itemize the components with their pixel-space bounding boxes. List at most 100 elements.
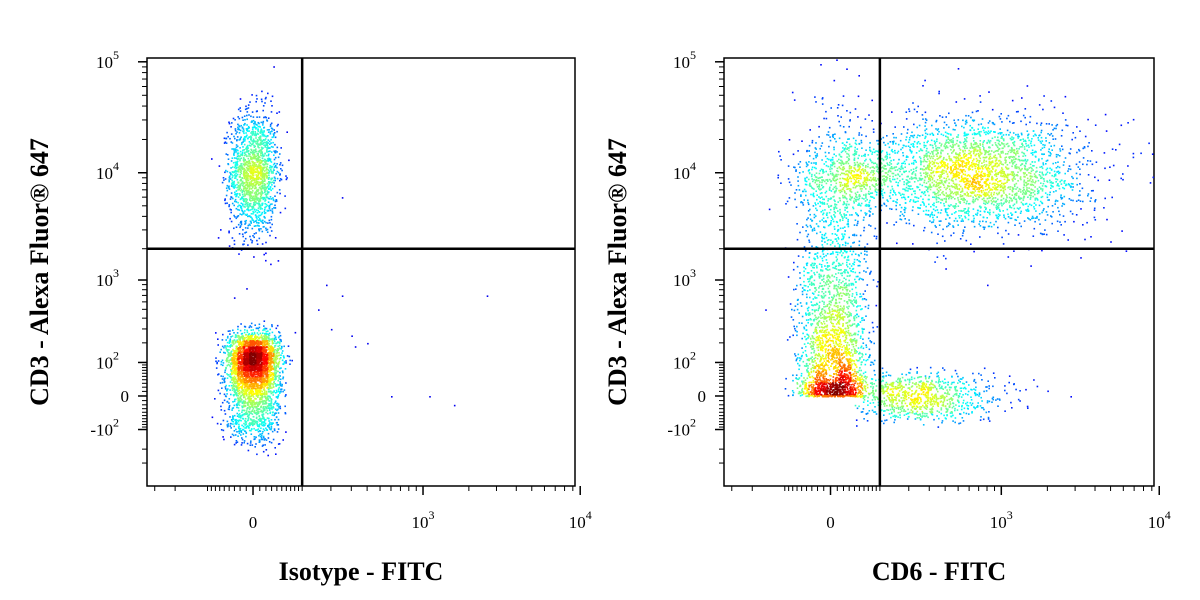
data-point	[255, 407, 257, 409]
data-point	[250, 145, 252, 147]
data-point	[237, 328, 239, 331]
data-point	[287, 345, 290, 347]
data-point	[246, 155, 248, 157]
data-point	[249, 379, 251, 382]
data-point	[241, 385, 244, 387]
data-point	[256, 139, 259, 141]
data-point	[242, 199, 244, 201]
data-point	[248, 423, 250, 425]
data-point	[259, 131, 261, 134]
data-point	[266, 387, 268, 389]
data-point	[254, 150, 257, 153]
data-point	[234, 355, 237, 358]
data-point	[236, 163, 239, 166]
data-point	[270, 372, 273, 374]
data-point	[257, 125, 260, 128]
data-point	[268, 339, 271, 341]
data-point	[230, 211, 232, 214]
data-point	[268, 198, 271, 200]
data-point	[264, 419, 266, 422]
data-point	[243, 193, 246, 195]
data-point	[234, 166, 236, 169]
data-point	[271, 423, 273, 425]
data-point	[245, 160, 248, 163]
data-point	[246, 213, 248, 216]
data-point	[239, 150, 242, 153]
data-point	[276, 431, 279, 433]
data-point	[276, 409, 278, 412]
data-point	[222, 333, 224, 336]
data-point	[237, 340, 239, 343]
data-point	[222, 375, 224, 378]
data-point	[276, 342, 279, 344]
data-point	[256, 224, 259, 227]
data-point	[279, 179, 281, 182]
data-point	[235, 423, 238, 425]
data-point	[272, 146, 274, 148]
data-point	[244, 401, 246, 403]
data-point	[258, 425, 261, 428]
data-point	[240, 350, 242, 353]
data-point	[270, 347, 272, 350]
data-point	[239, 171, 242, 173]
data-point	[223, 179, 225, 181]
data-point	[270, 111, 273, 113]
data-point	[233, 356, 236, 359]
data-point	[246, 134, 248, 137]
data-point	[253, 377, 255, 379]
data-point	[253, 162, 255, 164]
data-point	[233, 378, 236, 381]
data-point	[261, 90, 263, 93]
data-point	[261, 176, 263, 178]
data-point	[247, 125, 250, 128]
data-point	[256, 165, 259, 167]
data-point	[261, 190, 263, 193]
data-point	[272, 384, 274, 386]
data-point	[256, 429, 258, 431]
data-point	[216, 422, 219, 425]
data-point	[253, 438, 255, 441]
data-point	[238, 388, 240, 390]
data-point	[254, 339, 257, 341]
data-point	[249, 395, 251, 398]
data-point	[254, 420, 257, 422]
data-point	[271, 422, 273, 424]
data-point	[216, 362, 218, 365]
data-point	[277, 156, 280, 159]
data-point	[259, 204, 261, 206]
data-point	[267, 184, 270, 187]
data-point	[256, 161, 258, 163]
data-point	[252, 373, 254, 375]
data-point	[264, 170, 266, 172]
data-point	[240, 434, 242, 436]
data-point	[234, 216, 236, 218]
data-point	[254, 387, 257, 390]
data-point	[253, 198, 255, 201]
data-point	[242, 341, 245, 343]
data-point	[264, 385, 266, 388]
data-point	[237, 435, 239, 437]
data-point	[251, 133, 253, 135]
data-point	[284, 368, 287, 370]
data-point	[261, 400, 264, 402]
data-point	[250, 410, 253, 413]
data-point	[274, 367, 276, 369]
data-point	[228, 121, 230, 124]
data-point	[256, 413, 259, 415]
data-point	[254, 338, 256, 341]
data-point	[274, 195, 276, 197]
data-point	[233, 153, 235, 155]
data-point	[252, 333, 254, 336]
data-point	[240, 205, 243, 208]
data-point	[241, 394, 244, 396]
data-point	[258, 361, 261, 364]
data-point	[251, 340, 254, 342]
data-point	[242, 211, 244, 213]
data-point	[237, 128, 239, 131]
data-point	[278, 189, 281, 191]
data-point	[247, 149, 250, 152]
data-point	[242, 378, 244, 381]
data-point	[230, 133, 233, 135]
data-point	[244, 220, 246, 223]
data-point	[259, 336, 261, 339]
